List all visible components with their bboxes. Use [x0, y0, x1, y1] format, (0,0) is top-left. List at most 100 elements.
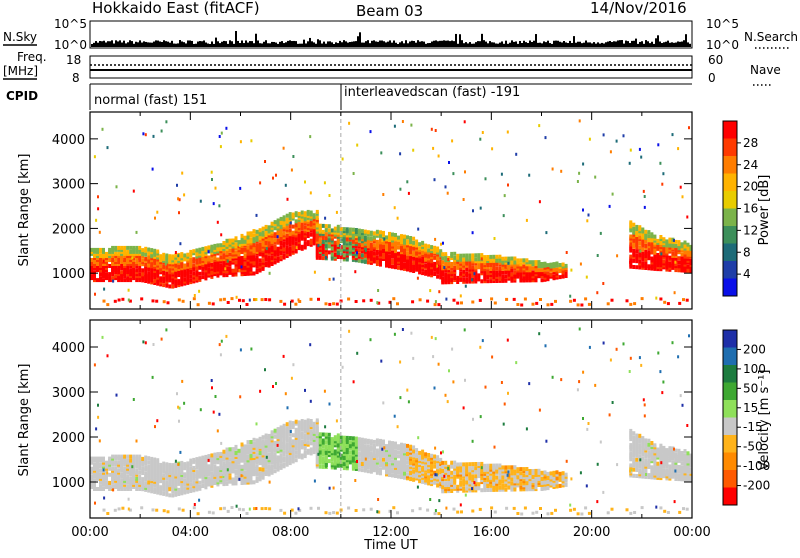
velocity-cell — [349, 440, 352, 444]
power-cell — [111, 276, 114, 280]
power-cell — [633, 302, 636, 305]
power-cell — [684, 241, 687, 245]
nsky-bar — [107, 41, 109, 47]
velocity-cell — [229, 462, 232, 466]
velocity-cell — [126, 485, 129, 489]
power-cell — [434, 238, 436, 241]
velocity-cell — [105, 461, 108, 465]
velocity-cell — [433, 455, 436, 459]
velocity-cell — [289, 421, 292, 425]
nsky-bar — [473, 44, 475, 47]
velocity-cell — [298, 420, 301, 424]
velocity-cell — [204, 455, 207, 459]
velocity-cell — [465, 462, 468, 466]
velocity-cell — [226, 448, 229, 452]
power-cell — [674, 291, 676, 294]
power-cell — [253, 233, 256, 237]
power-cell — [183, 278, 186, 282]
velocity-cell — [117, 469, 120, 473]
nsky-bar — [639, 42, 641, 47]
power-cell — [388, 254, 391, 258]
power-cell — [128, 289, 130, 292]
power-cell — [177, 197, 179, 200]
power-cell — [539, 298, 542, 301]
power-cell — [135, 260, 138, 264]
power-cell — [238, 240, 241, 244]
nsky-bar — [281, 41, 283, 47]
velocity-cell — [316, 424, 319, 428]
nsky-bar — [141, 43, 143, 47]
velocity-cell — [207, 454, 210, 458]
velocity-cell — [334, 435, 337, 439]
power-cell — [116, 185, 118, 188]
power-cell — [106, 303, 109, 306]
power-cell — [471, 253, 474, 257]
velocity-cell — [192, 458, 195, 462]
velocity-cell — [322, 449, 325, 453]
velocity-cell — [147, 464, 150, 468]
velocity-cell — [304, 450, 307, 454]
power-cell — [219, 263, 222, 267]
velocity-cell — [198, 481, 201, 485]
nsky-bar — [149, 43, 151, 47]
nsky-bar — [207, 44, 209, 47]
nsky-bar — [223, 41, 225, 47]
velocity-cell — [262, 439, 265, 443]
power-cell — [271, 256, 274, 260]
power-cell — [286, 218, 289, 222]
power-cell — [128, 299, 130, 302]
nsky-bar — [649, 43, 651, 47]
power-cell — [453, 276, 456, 280]
velocity-cell — [337, 433, 340, 437]
power-cell — [485, 177, 487, 180]
power-cell — [222, 253, 225, 257]
velocity-cell — [277, 455, 280, 459]
velocity-cell — [274, 469, 277, 473]
nsky-bar — [617, 40, 619, 47]
power-cell — [445, 298, 447, 301]
power-cell — [247, 246, 250, 250]
power-cell — [448, 161, 450, 164]
power-cell — [189, 258, 192, 262]
nsky-bar — [303, 40, 305, 47]
power-cell — [547, 303, 550, 306]
power-cell — [450, 270, 453, 274]
velocity-cell — [349, 450, 352, 454]
power-cell — [96, 248, 99, 252]
velocity-cell — [444, 481, 447, 485]
power-cell — [178, 211, 180, 214]
power-cell — [532, 270, 535, 274]
power-cell — [165, 254, 168, 258]
velocity-cell — [150, 457, 153, 461]
nsky-bar — [647, 41, 649, 47]
power-cell — [286, 234, 289, 238]
power-cell — [678, 264, 681, 268]
velocity-cell — [471, 462, 474, 466]
nsky-bar — [559, 42, 561, 47]
nsky-bar — [677, 41, 679, 47]
power-cell — [295, 211, 298, 215]
velocity-cell — [403, 472, 406, 476]
power-cell — [317, 244, 319, 247]
power-cell — [253, 272, 256, 276]
power-cell — [99, 260, 102, 264]
nsky-bar — [213, 44, 215, 47]
power-cell — [370, 130, 372, 133]
velocity-cell — [289, 437, 292, 441]
power-cell — [334, 253, 337, 257]
power-cell — [271, 222, 274, 226]
power-cell — [114, 252, 117, 256]
power-cell — [554, 300, 557, 303]
power-cell — [194, 294, 196, 297]
velocity-cell — [102, 457, 105, 461]
power-cell — [397, 217, 399, 220]
power-cell — [304, 181, 306, 184]
power-cell — [307, 210, 310, 214]
power-cell — [535, 302, 538, 305]
power-cell — [277, 219, 280, 223]
nsky-bar — [375, 41, 377, 47]
velocity-cell — [376, 438, 379, 442]
nsky-bar — [459, 34, 461, 47]
power-cell — [659, 298, 662, 301]
nsky-bar — [243, 43, 245, 47]
